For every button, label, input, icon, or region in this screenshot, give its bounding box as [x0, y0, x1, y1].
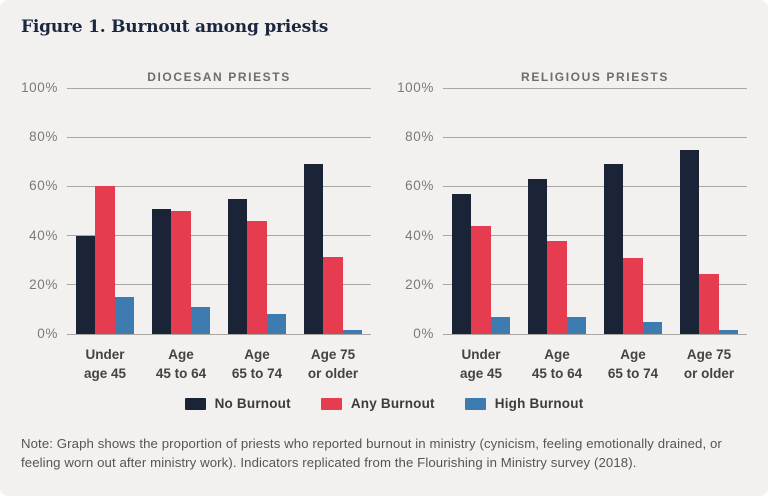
gridline-0-	[67, 333, 371, 335]
bar-no-burnout-under-age-45	[75, 235, 96, 334]
x-axis-label-line: 45 to 64	[155, 366, 207, 381]
x-axis-label-under-age-45: Under age 45	[55, 345, 155, 383]
bar-no-burnout-age-65-to-74	[227, 198, 248, 334]
x-axis-label-line: Age	[168, 347, 194, 362]
bar-any-burnout-age-45-to-64	[547, 240, 567, 334]
bar-no-burnout-age-75-or-older	[679, 149, 700, 334]
x-axis-label-line: Age	[244, 347, 270, 362]
bar-high-burnout-under-age-45	[114, 297, 135, 334]
bar-any-burnout-under-age-45	[95, 186, 115, 334]
bar-any-burnout-age-75-or-older	[699, 273, 719, 334]
plot-area-diocesan	[67, 87, 371, 335]
y-tick-label: 0%	[413, 326, 434, 341]
gridline-80-	[67, 136, 371, 138]
figure-title: Figure 1. Burnout among priests	[21, 17, 329, 37]
plot-area-religious	[443, 87, 747, 335]
x-axis-label-line: age 45	[83, 366, 127, 381]
legend-label-no-burnout: No Burnout	[214, 396, 291, 411]
bar-high-burnout-age-45-to-64	[190, 306, 211, 334]
bar-no-burnout-age-75-or-older	[303, 164, 324, 334]
x-axis-label-line: age 45	[459, 366, 503, 381]
bar-high-burnout-age-75-or-older	[718, 330, 739, 334]
chart-diocesan-priests: DIOCESAN PRIESTS 0% 20% 40% 60% 80% 100% Under…	[0, 60, 384, 395]
gridline-60-	[443, 185, 747, 187]
x-axis-label-age-75-or-older: Age 75 or older	[283, 345, 383, 383]
bar-high-burnout-age-65-to-74	[642, 321, 663, 334]
bar-any-burnout-age-65-to-74	[623, 257, 643, 334]
chart-religious-priests: RELIGIOUS PRIESTS 0% 20% 40% 60% 80% 100% Unde…	[376, 60, 760, 395]
bar-any-burnout-age-75-or-older	[323, 256, 343, 334]
chart-title-diocesan: DIOCESAN PRIESTS	[147, 70, 291, 84]
gridline-20-	[443, 284, 747, 286]
legend-item-no-burnout: No Burnout	[184, 396, 291, 411]
x-axis-label-age-75-or-older: Age 75 or older	[659, 345, 759, 383]
bar-high-burnout-under-age-45	[490, 316, 511, 334]
x-axis-label-line: Age	[620, 347, 646, 362]
x-axis-label-line: or older	[307, 366, 359, 381]
legend: No Burnout Any Burnout High Burnout	[0, 396, 768, 411]
x-axis-label-age-65-to-74: Age 65 to 74	[583, 345, 683, 383]
gridline-100-	[443, 87, 747, 89]
x-axis-label-line: 45 to 64	[531, 366, 583, 381]
bar-no-burnout-age-45-to-64	[151, 208, 172, 334]
x-axis-label-line: Age 75	[310, 347, 356, 362]
gridline-20-	[67, 284, 371, 286]
bar-no-burnout-age-45-to-64	[527, 179, 548, 334]
legend-item-high-burnout: High Burnout	[464, 396, 584, 411]
high-burnout-swatch-icon	[464, 397, 486, 410]
legend-item-any-burnout: Any Burnout	[320, 396, 435, 411]
y-tick-label: 0%	[37, 326, 58, 341]
bar-high-burnout-age-75-or-older	[342, 330, 363, 334]
bar-no-burnout-under-age-45	[451, 193, 472, 334]
x-axis-label-age-65-to-74: Age 65 to 74	[207, 345, 307, 383]
gridline-60-	[67, 185, 371, 187]
bar-any-burnout-age-65-to-74	[247, 220, 267, 334]
bar-high-burnout-age-65-to-74	[266, 314, 287, 334]
gridline-80-	[443, 136, 747, 138]
figure-note: Note: Graph shows the proportion of prie…	[21, 436, 722, 470]
x-axis-label-line: Age	[544, 347, 570, 362]
bar-no-burnout-age-65-to-74	[603, 164, 624, 334]
x-axis-label-line: 65 to 74	[231, 366, 283, 381]
x-axis-label-age-45-to-64: Age 45 to 64	[507, 345, 607, 383]
bar-any-burnout-under-age-45	[471, 225, 491, 334]
x-axis-label-line: Under	[461, 347, 501, 362]
gridline-40-	[67, 235, 371, 237]
chart-title-religious: RELIGIOUS PRIESTS	[521, 70, 669, 84]
legend-label-any-burnout: Any Burnout	[350, 396, 435, 411]
x-axis-label-under-age-45: Under age 45	[431, 345, 531, 383]
any-burnout-swatch-icon	[320, 397, 342, 410]
bar-high-burnout-age-45-to-64	[566, 316, 587, 334]
y-tick-label: 60%	[405, 178, 434, 194]
gridline-0-	[443, 333, 747, 335]
y-tick-label: 40%	[405, 227, 434, 243]
y-tick-label: 100%	[397, 80, 434, 95]
x-axis-label-line: 65 to 74	[607, 366, 659, 381]
no-burnout-swatch-icon	[184, 397, 206, 410]
y-tick-label: 100%	[21, 80, 58, 95]
gridline-100-	[67, 87, 371, 89]
x-axis-label-line: Age 75	[686, 347, 732, 362]
y-tick-label: 40%	[29, 227, 58, 243]
y-tick-label: 60%	[29, 178, 58, 194]
x-axis-label-age-45-to-64: Age 45 to 64	[131, 345, 231, 383]
y-tick-label: 20%	[29, 276, 58, 292]
y-tick-label: 80%	[405, 129, 434, 145]
y-tick-label: 20%	[405, 276, 434, 292]
x-axis-label-line: Under	[85, 347, 125, 362]
y-tick-label: 80%	[29, 129, 58, 145]
legend-label-high-burnout: High Burnout	[494, 396, 584, 411]
bar-any-burnout-age-45-to-64	[171, 211, 191, 334]
gridline-40-	[443, 235, 747, 237]
x-axis-label-line: or older	[683, 366, 735, 381]
